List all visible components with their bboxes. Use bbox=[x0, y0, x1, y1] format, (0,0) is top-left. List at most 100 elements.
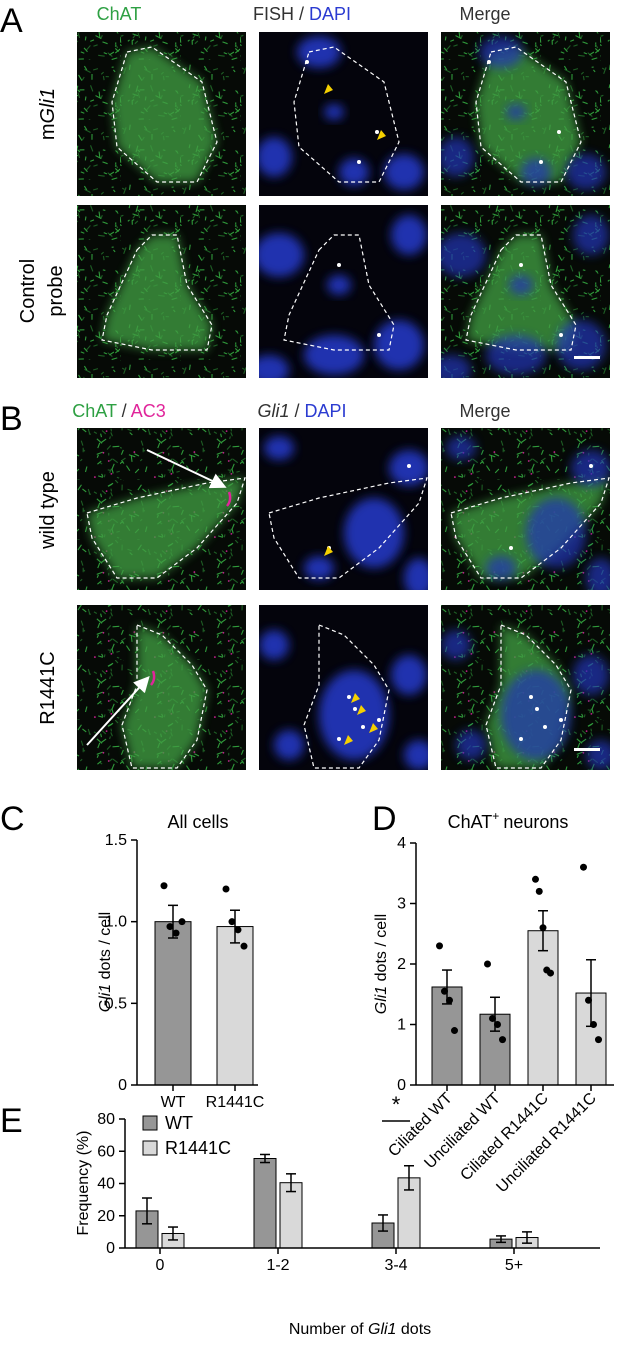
nucleus bbox=[509, 275, 533, 295]
fish-dot bbox=[337, 737, 341, 741]
fish-dot bbox=[543, 725, 547, 729]
nucleus bbox=[586, 558, 610, 590]
nucleus bbox=[486, 335, 546, 375]
label-part: Gli1 bbox=[37, 88, 59, 124]
nucleus bbox=[264, 436, 294, 460]
panel-letter: A bbox=[0, 2, 23, 40]
cell-outline bbox=[485, 624, 572, 769]
label-part: dots / cell bbox=[373, 914, 390, 982]
header-part: / bbox=[294, 401, 299, 421]
data-point bbox=[580, 863, 587, 871]
error-bar bbox=[286, 1173, 296, 1193]
title-part: + bbox=[492, 809, 499, 823]
nucleus bbox=[259, 137, 292, 177]
data-point bbox=[539, 924, 547, 932]
nucleus bbox=[556, 320, 606, 370]
nucleus bbox=[506, 104, 526, 120]
y-tick-label: 1.0 bbox=[105, 914, 127, 931]
fish-dot bbox=[357, 160, 361, 164]
nucleus bbox=[344, 498, 404, 568]
arrowhead bbox=[324, 84, 333, 94]
data-point bbox=[595, 1036, 602, 1044]
data-point bbox=[222, 885, 230, 893]
y-tick-label: 20 bbox=[97, 1208, 115, 1225]
nucleus bbox=[526, 498, 586, 568]
nucleus bbox=[586, 740, 610, 770]
error-bar bbox=[404, 1165, 414, 1191]
data-point bbox=[585, 996, 592, 1004]
micrograph bbox=[441, 428, 610, 590]
nucleus bbox=[391, 215, 427, 255]
nucleus bbox=[441, 233, 486, 277]
data-point bbox=[489, 1014, 496, 1022]
data-point bbox=[178, 918, 186, 926]
arrowhead bbox=[351, 693, 360, 703]
y-tick-label: 0 bbox=[106, 1240, 115, 1257]
data-point bbox=[451, 1027, 458, 1035]
header-part: ChAT bbox=[72, 401, 117, 421]
micrograph bbox=[77, 428, 246, 590]
data-point bbox=[494, 1021, 501, 1028]
y-tick-label: 2 bbox=[397, 956, 406, 973]
x-tick-label: 5+ bbox=[505, 1257, 523, 1274]
scale-bar bbox=[574, 748, 600, 751]
x-tick-label: R1441C bbox=[206, 1094, 265, 1111]
data-point bbox=[590, 1021, 597, 1028]
nucleus bbox=[327, 275, 351, 295]
fish-dot bbox=[377, 333, 381, 337]
micrograph bbox=[259, 32, 428, 196]
micrograph bbox=[77, 32, 246, 196]
data-point bbox=[240, 942, 248, 950]
nucleus bbox=[571, 450, 610, 486]
nucleus bbox=[404, 558, 428, 590]
cell-body bbox=[112, 47, 217, 182]
y-tick-label: 80 bbox=[97, 1111, 115, 1128]
micrograph bbox=[77, 205, 246, 378]
error-bar bbox=[168, 1226, 178, 1241]
bar bbox=[253, 1158, 277, 1249]
x-axis-label: Number of Gli1 dots bbox=[289, 1321, 431, 1338]
data-point bbox=[499, 1036, 506, 1044]
nucleus bbox=[521, 158, 551, 186]
data-point bbox=[166, 923, 174, 931]
nucleus bbox=[304, 556, 334, 580]
panel-letter: C bbox=[0, 800, 25, 838]
significance: * bbox=[392, 1092, 401, 1117]
cell-outline bbox=[283, 234, 395, 351]
micrographs bbox=[77, 32, 610, 770]
micrograph bbox=[259, 428, 428, 590]
fish-dot bbox=[407, 464, 411, 468]
arrowhead bbox=[324, 546, 333, 556]
cell-body bbox=[102, 235, 212, 350]
scale-bar bbox=[574, 356, 600, 359]
y-tick-label: 4 bbox=[397, 835, 406, 852]
header-part: DAPI bbox=[305, 401, 347, 421]
micrograph bbox=[77, 605, 246, 770]
arrowhead bbox=[357, 705, 366, 715]
data-point bbox=[228, 918, 236, 926]
cell-body bbox=[122, 625, 207, 768]
fish-dot bbox=[589, 464, 593, 468]
fish-dot bbox=[347, 695, 351, 699]
nucleus bbox=[259, 355, 289, 378]
error-bar bbox=[142, 1197, 152, 1225]
y-tick-label: 0 bbox=[397, 1077, 406, 1094]
nucleus bbox=[441, 630, 471, 660]
nucleus bbox=[304, 335, 364, 375]
nucleus bbox=[259, 233, 304, 277]
cilium bbox=[150, 670, 156, 686]
fish-dot bbox=[375, 130, 379, 134]
label-part: Gli1 bbox=[368, 1321, 396, 1338]
row-label: Control bbox=[17, 259, 39, 323]
fish-dot bbox=[559, 718, 563, 722]
legend-swatch bbox=[142, 1140, 158, 1156]
cell-outline bbox=[450, 477, 610, 579]
arrow bbox=[86, 676, 150, 746]
nucleus bbox=[319, 670, 389, 760]
label-part: Gli1 bbox=[373, 986, 390, 1014]
nucleus bbox=[274, 730, 304, 760]
x-tick-label: 0 bbox=[156, 1257, 165, 1274]
label-part: dots bbox=[401, 1321, 431, 1338]
arrow bbox=[146, 449, 227, 489]
legend-label: R1441C bbox=[165, 1138, 231, 1158]
